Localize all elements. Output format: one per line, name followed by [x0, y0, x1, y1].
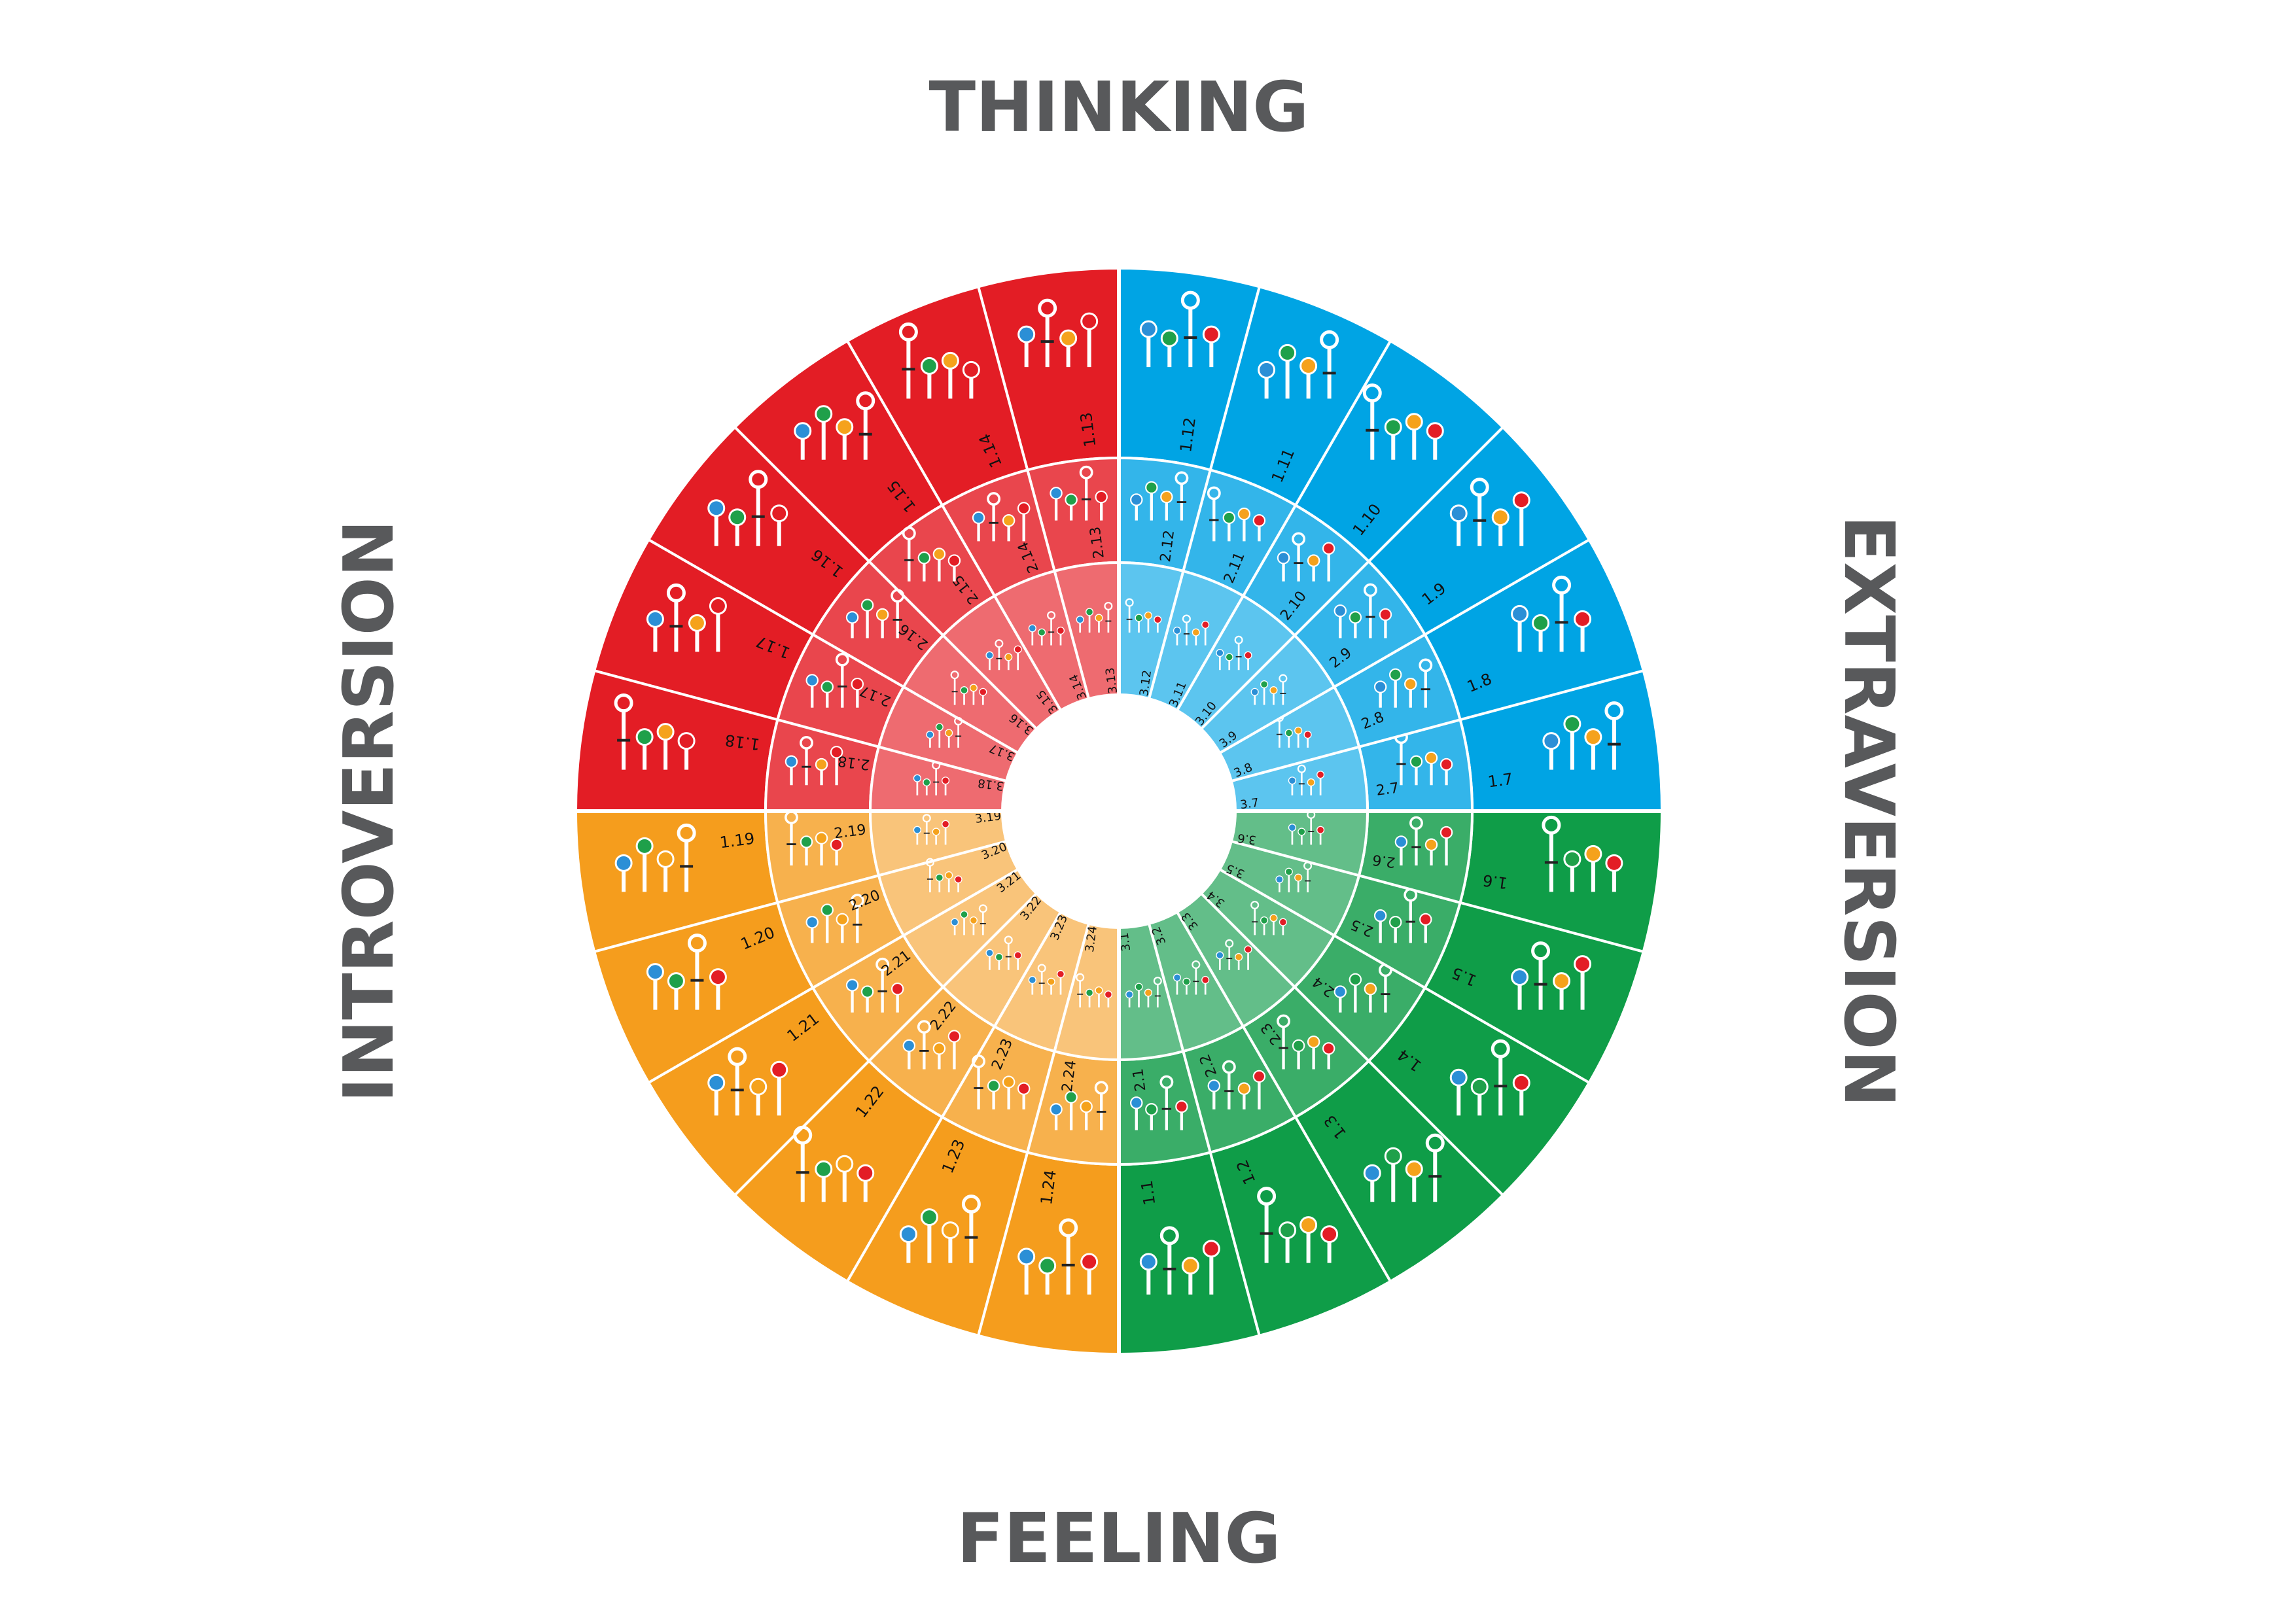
sector-icon: [1333, 963, 1392, 1013]
sector-icon: [1139, 1226, 1220, 1295]
sector-code: 3.18: [977, 776, 1004, 793]
sector-code: 1.19: [718, 829, 756, 852]
sector-icon: [1449, 1039, 1530, 1116]
sector-icon: [707, 1047, 788, 1116]
sector-icon: [1130, 471, 1189, 521]
sector-icon: [805, 652, 864, 708]
axis-thinking: THINKING: [929, 67, 1309, 147]
sector-icon: [1028, 611, 1065, 646]
sector-icon: [925, 858, 963, 893]
sector-icon: [1173, 614, 1210, 646]
axis-introversion: INTROVERSION: [329, 519, 409, 1103]
sector-icon: [1207, 1060, 1266, 1109]
sector-icon: [926, 716, 963, 748]
sector-icon: [1250, 901, 1287, 935]
sector-icon: [1017, 298, 1099, 368]
sector-icon: [646, 583, 727, 652]
sector-icon: [1511, 941, 1592, 1010]
sector-icon: [902, 526, 961, 582]
sector-icon: [845, 589, 905, 638]
sector-icon: [1511, 575, 1592, 652]
sector-icon: [972, 492, 1031, 542]
sector-icon: [793, 1125, 875, 1202]
sector-icon: [913, 761, 950, 795]
axis-feeling: FEELING: [957, 1499, 1280, 1579]
sector-icon: [1288, 810, 1325, 845]
sector-icon: [805, 894, 864, 943]
sector-code: 3.6: [1237, 831, 1257, 847]
sector-icon: [1050, 1081, 1108, 1130]
sector-icon: [1333, 583, 1392, 638]
sector-code: 1.13: [1077, 411, 1100, 449]
sector-icon: [1373, 658, 1433, 708]
sector-icon: [1130, 1075, 1188, 1130]
center-hole: [1002, 695, 1235, 928]
sector-icon: [614, 693, 696, 770]
sector-icon: [1373, 888, 1432, 943]
sector-icon: [1125, 598, 1162, 633]
sector-wheel: 1.11.21.31.41.51.61.71.81.91.101.111.121…: [574, 266, 1664, 1356]
sector-icon: [902, 1020, 961, 1070]
sector-code: 1.12: [1176, 416, 1199, 453]
sector-icon: [1125, 977, 1162, 1008]
sector-icon: [985, 935, 1022, 970]
sector-icon: [794, 391, 875, 460]
sector-icon: [1449, 478, 1530, 546]
sector-code: 2.1: [1130, 1068, 1149, 1092]
sector-icon: [1362, 383, 1444, 460]
sector-icon: [1173, 960, 1210, 995]
sector-icon: [1277, 532, 1335, 582]
sector-icon: [1542, 701, 1624, 770]
sector-icon: [1216, 635, 1252, 671]
sector-code: 1.24: [1037, 1169, 1060, 1206]
sector-icon: [1257, 1187, 1339, 1263]
sector-icon: [1017, 1218, 1099, 1295]
sector-icon: [1250, 674, 1288, 705]
sector-icon: [614, 823, 696, 892]
sector-icon: [1394, 730, 1453, 786]
sector-icon: [1139, 290, 1220, 368]
sector-icon: [785, 736, 843, 786]
sector-icon: [1076, 973, 1112, 1008]
sector-icon: [899, 1195, 981, 1263]
sector-icon: [950, 671, 987, 705]
sector-icon: [1277, 1014, 1335, 1070]
sector-icon: [845, 957, 904, 1013]
sector-icon: [985, 639, 1022, 671]
sector-icon: [1288, 764, 1325, 795]
sector-code: 1.1: [1138, 1179, 1159, 1207]
sector-icon: [1394, 816, 1453, 865]
sector-code: 2.6: [1371, 851, 1396, 870]
sector-code: 1.6: [1481, 871, 1509, 892]
sector-code: 1.7: [1487, 770, 1514, 792]
sector-code: 3.24: [1083, 925, 1100, 952]
sector-icon: [913, 814, 950, 845]
sector-icon: [1207, 486, 1266, 542]
sector-icon: [1363, 1133, 1445, 1202]
sector-icon: [1542, 815, 1623, 892]
sector-icon: [972, 1054, 1031, 1109]
sector-icon: [646, 934, 727, 1010]
sector-code: 2.7: [1375, 780, 1400, 799]
sector-icon: [898, 322, 980, 399]
sector-code: 3.12: [1137, 669, 1154, 697]
axis-extraversion: EXTRAVERSION: [1829, 515, 1909, 1108]
sector-icon: [1258, 330, 1339, 399]
sector-icon: [785, 811, 843, 865]
sector-icon: [1050, 465, 1108, 521]
sector-code: 1.18: [724, 731, 761, 754]
sector-icon: [1216, 939, 1252, 970]
sector-icon: [951, 904, 987, 935]
sector-icon: [707, 470, 788, 546]
sector-icon: [1028, 964, 1065, 995]
sector-icon: [1076, 601, 1113, 633]
